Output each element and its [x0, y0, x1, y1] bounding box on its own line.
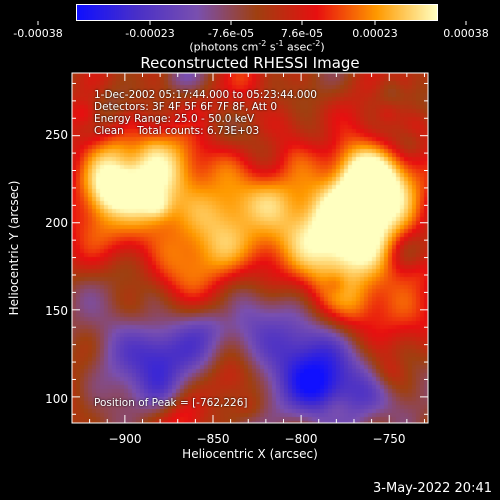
- colorbar-units: (photons cm-2 s-1 asec-2): [189, 39, 325, 54]
- x-tick-label: −800: [284, 432, 318, 446]
- x-tick-label: −850: [196, 432, 230, 446]
- heatmap-canvas: [72, 73, 428, 423]
- colorbar-tick-label: -7.6e-05: [207, 27, 255, 40]
- colorbar-tick-label: 0.00038: [443, 27, 489, 40]
- plot-title: Reconstructed RHESSI Image: [140, 54, 360, 72]
- plot-frame: [71, 72, 429, 424]
- colorbar-tick-label: 7.6e-05: [280, 27, 324, 40]
- info-detectors: Detectors: 3F 4F 5F 6F 7F 8F, Att 0: [94, 101, 278, 113]
- info-energy-range: Energy Range: 25.0 - 50.0 keV: [94, 113, 255, 125]
- info-time-range: 1-Dec-2002 05:17:44.000 to 05:23:44.000: [94, 89, 317, 101]
- x-axis-label: Heliocentric X (arcsec): [182, 447, 318, 461]
- x-tick-label: −750: [372, 432, 406, 446]
- y-tick-label: 100: [45, 392, 68, 406]
- colorbar-tick-label: -0.00038: [13, 27, 63, 40]
- y-tick-label: 150: [45, 304, 68, 318]
- colorbar-ticks: [37, 21, 467, 25]
- y-tick-label: 200: [45, 216, 68, 230]
- y-tick-label: 250: [45, 128, 68, 142]
- timestamp: 3-May-2022 20:41: [373, 481, 492, 496]
- info-method-counts: Clean Total counts: 6.73E+03: [94, 125, 260, 137]
- rhessi-image: 1-Dec-2002 05:17:44.000 to 05:23:44.000 …: [72, 73, 428, 423]
- info-peak-position: Position of Peak = [-762,226]: [94, 397, 248, 409]
- colorbar-tick-label: 0.00023: [352, 27, 398, 40]
- x-tick-label: −900: [108, 432, 142, 446]
- colorbar: [76, 4, 438, 21]
- colorbar-tick-label: -0.00023: [125, 27, 175, 40]
- y-axis-label: Heliocentric Y (arcsec): [7, 180, 21, 316]
